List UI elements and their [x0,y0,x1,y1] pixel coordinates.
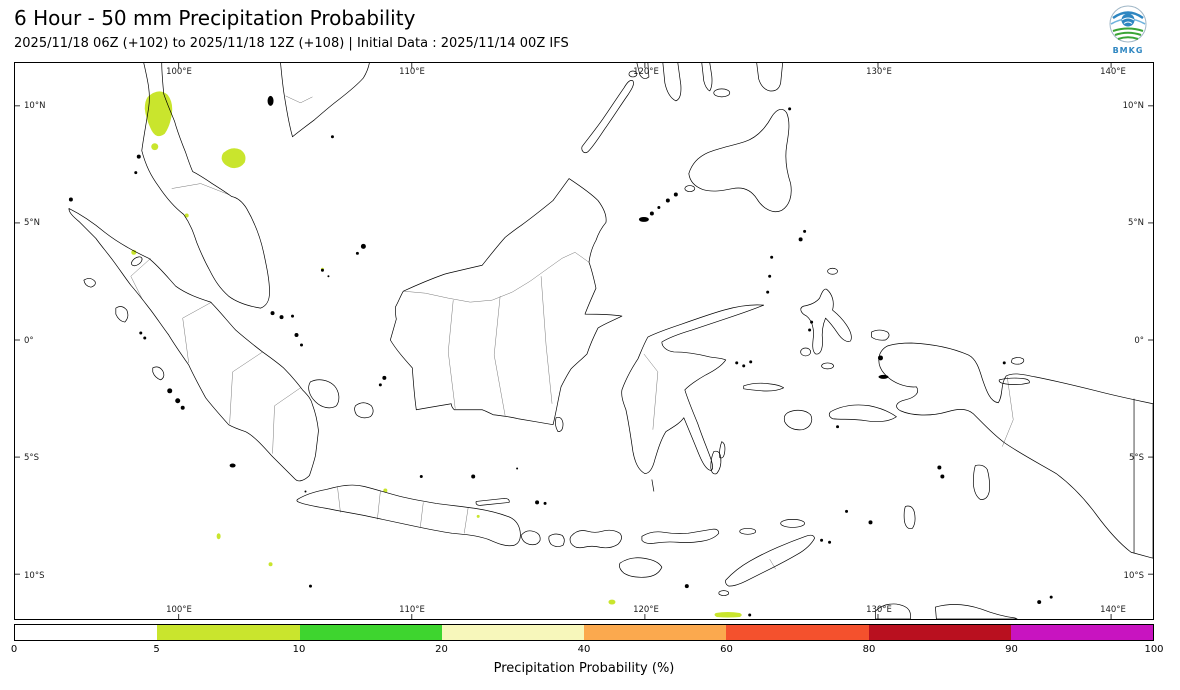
forecast-period-subtitle: 2025/11/18 06Z (+102) to 2025/11/18 12Z … [14,36,569,51]
colorbar-tick-label: 10 [292,644,306,655]
logo-globe-lines [1121,17,1135,24]
lon-tick-label: 120°E [633,67,659,77]
logo-sky-arc [1112,11,1144,19]
islets [68,95,1053,617]
colorbar-tick-label: 60 [720,644,733,655]
colorbar-tick-label: 20 [435,644,448,655]
lat-tick-label: 5°S [1128,453,1144,463]
logo-text: BMKG [1113,46,1144,55]
map-canvas [15,63,1153,619]
colorbar-segment [1010,625,1153,640]
colorbar-tick-label: 0 [10,644,18,655]
lat-tick-label: 10°S [1123,571,1144,581]
colorbar-segment [441,625,584,640]
lat-tick-label: 10°N [24,101,46,111]
colorbar-title: Precipitation Probability (%) [493,661,675,676]
colorbar-segment [868,625,1011,640]
bmkg-logo: BMKG [1109,5,1147,55]
lon-tick-label: 100°E [166,605,192,615]
lat-tick-label: 0° [1134,336,1144,346]
lat-tick-label: 0° [24,336,34,346]
lon-tick-label: 100°E [166,67,192,77]
lon-tick-label: 110°E [399,67,425,77]
lat-tick-label: 10°N [1122,101,1144,111]
lat-tick-label: 5°N [1127,218,1144,228]
colorbar-segment [726,625,869,640]
logo-wave-2 [1114,31,1142,36]
colorbar-tick-label: 80 [862,644,876,655]
colorbar-segment [299,625,442,640]
lat-tick-label: 10°S [24,571,45,581]
lon-tick-label: 130°E [866,67,892,77]
colorbar-tick-label: 5 [153,644,160,655]
lon-tick-label: 120°E [633,605,659,615]
lon-tick-label: 140°E [1100,605,1126,615]
logo-wave-1 [1112,27,1144,32]
admin-borders [130,95,1014,570]
logo-globe [1121,13,1135,27]
map-frame: 100°E 110°E 120°E 130°E 140°E 100°E 110°… [14,62,1154,620]
colorbar [14,624,1154,641]
lat-tick-label: 5°N [24,218,41,228]
colorbar-segment [15,625,158,640]
colorbar-segment [157,625,300,640]
colorbar-ticks: 0 5 10 20 40 60 80 90 100 [10,644,1164,657]
colorbar-tick-label: 90 [1005,644,1018,655]
lon-tick-label: 110°E [399,605,425,615]
precip-patches [131,91,742,618]
lon-tick-label: 140°E [1100,67,1126,77]
colorbar-segment [584,625,727,640]
lon-tick-label: 130°E [866,605,892,615]
page-title: 6 Hour - 50 mm Precipitation Probability [14,6,416,30]
lat-tick-label: 5°S [24,453,40,463]
colorbar-tick-label: 40 [577,644,591,655]
colorbar-tick-label: 100 [1144,644,1164,655]
logo-wave-3 [1117,36,1139,40]
coastlines [68,63,1153,619]
axis-tick-marks [15,63,1153,619]
